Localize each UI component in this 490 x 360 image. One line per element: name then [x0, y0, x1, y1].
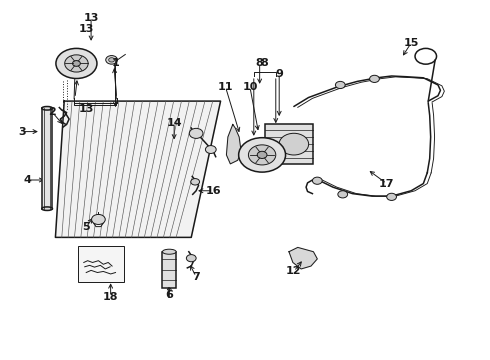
Bar [162, 252, 176, 288]
Text: 7: 7 [192, 272, 200, 282]
Text: 15: 15 [403, 38, 419, 48]
Circle shape [279, 133, 309, 155]
Text: 13: 13 [83, 13, 99, 23]
Circle shape [338, 191, 347, 198]
Circle shape [186, 255, 196, 262]
Text: 5: 5 [82, 222, 90, 231]
Bar [78, 246, 124, 282]
Bar [265, 125, 314, 164]
Text: 8: 8 [261, 58, 269, 68]
Text: 3: 3 [18, 127, 25, 136]
Text: 14: 14 [166, 118, 182, 128]
Ellipse shape [42, 207, 52, 211]
Polygon shape [226, 125, 241, 164]
Circle shape [239, 138, 286, 172]
Text: 1: 1 [112, 58, 120, 68]
Circle shape [191, 179, 199, 185]
Text: 11: 11 [218, 82, 233, 92]
Circle shape [248, 145, 276, 165]
Text: 10: 10 [242, 82, 258, 92]
Text: 4: 4 [24, 175, 31, 185]
Text: 13: 13 [78, 104, 94, 114]
Circle shape [73, 60, 80, 66]
Text: 13: 13 [78, 24, 94, 34]
Circle shape [387, 193, 396, 201]
Bar [42, 108, 52, 209]
Text: 9: 9 [275, 69, 283, 79]
Circle shape [56, 48, 97, 78]
Text: 12: 12 [286, 266, 302, 276]
Polygon shape [55, 101, 221, 237]
Text: 16: 16 [205, 186, 221, 196]
Circle shape [369, 75, 379, 82]
Circle shape [189, 129, 203, 138]
Text: 18: 18 [103, 292, 119, 302]
Text: 8: 8 [256, 58, 264, 68]
Circle shape [257, 151, 267, 158]
Text: 17: 17 [379, 179, 394, 189]
Circle shape [109, 58, 115, 62]
Polygon shape [289, 247, 318, 269]
Text: 6: 6 [165, 290, 173, 300]
Circle shape [205, 145, 216, 153]
Text: 2: 2 [48, 107, 56, 117]
Circle shape [335, 81, 345, 89]
Circle shape [65, 55, 88, 72]
Ellipse shape [162, 249, 176, 254]
Circle shape [313, 177, 322, 184]
Circle shape [106, 55, 118, 64]
Ellipse shape [42, 107, 52, 110]
Circle shape [92, 215, 105, 225]
